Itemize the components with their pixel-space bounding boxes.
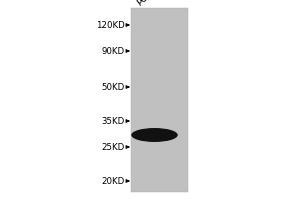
Ellipse shape [131,128,178,142]
Text: 35KD: 35KD [101,116,124,126]
Text: PC3: PC3 [136,0,155,7]
Bar [130,8,188,192]
Text: 120KD: 120KD [96,21,124,29]
Text: 25KD: 25KD [101,142,124,152]
Text: 50KD: 50KD [101,83,124,92]
Text: 20KD: 20KD [101,176,124,186]
Text: 90KD: 90KD [101,46,124,55]
